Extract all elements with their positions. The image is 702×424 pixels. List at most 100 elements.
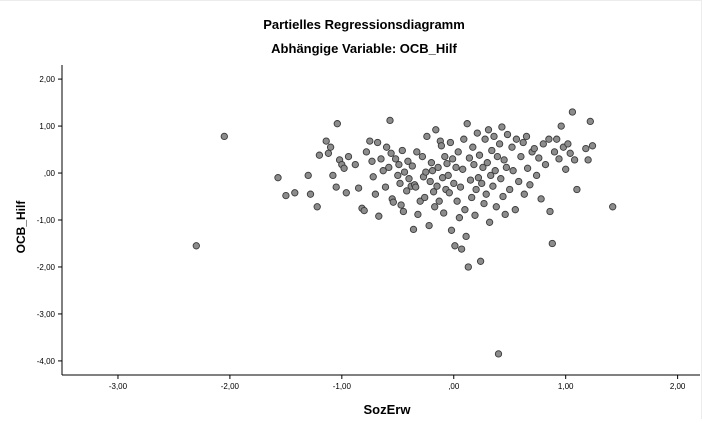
data-point xyxy=(550,148,559,156)
data-point xyxy=(511,206,519,214)
data-point xyxy=(324,149,333,157)
data-point xyxy=(362,148,371,156)
data-point xyxy=(422,168,430,176)
data-point xyxy=(455,214,464,222)
data-point xyxy=(462,232,470,241)
data-point xyxy=(332,183,340,191)
data-point xyxy=(545,135,553,143)
data-point xyxy=(491,167,499,175)
data-point xyxy=(379,167,387,175)
data-point xyxy=(566,149,574,157)
data-point xyxy=(464,263,472,271)
data-point xyxy=(490,132,498,141)
data-point xyxy=(412,183,420,191)
data-point xyxy=(463,120,471,128)
data-point xyxy=(450,179,458,188)
data-point xyxy=(461,206,469,214)
data-point xyxy=(541,160,550,169)
data-point xyxy=(609,203,617,211)
data-point xyxy=(503,130,512,139)
data-point xyxy=(473,129,481,137)
data-point xyxy=(432,126,440,134)
y-tick-label: -4,00 xyxy=(37,357,56,366)
data-point xyxy=(435,197,443,205)
data-point xyxy=(447,226,456,234)
x-tick-label: ,00 xyxy=(448,382,460,391)
data-point xyxy=(344,152,353,161)
data-point xyxy=(395,160,403,169)
data-point xyxy=(539,140,547,148)
data-point xyxy=(400,168,409,176)
data-point xyxy=(501,210,509,219)
data-point xyxy=(396,179,404,188)
data-point xyxy=(340,164,348,172)
data-point xyxy=(584,156,592,164)
axes: 2,00 1,00 ,00 -1,00 -2,00 -3,00 -4,00 -3,00 -2,0… xyxy=(37,65,700,391)
data-point xyxy=(526,181,534,189)
data-point xyxy=(326,143,335,151)
y-tick-label: -1,00 xyxy=(37,216,56,225)
data-point xyxy=(434,163,442,172)
data-point xyxy=(389,198,397,206)
data-point xyxy=(373,138,382,147)
data-point xyxy=(306,190,315,198)
data-point xyxy=(274,174,282,182)
data-point xyxy=(448,155,457,163)
data-point xyxy=(291,189,299,197)
data-point xyxy=(333,120,341,128)
data-point xyxy=(523,164,532,172)
data-point xyxy=(520,190,528,198)
data-point xyxy=(354,184,363,192)
data-point xyxy=(342,189,350,197)
chart-subtitle: Abhängige Variable: OCB_Hilf xyxy=(271,41,457,56)
x-tick-label: -1,00 xyxy=(333,382,352,391)
data-point xyxy=(220,132,228,141)
data-point xyxy=(468,193,476,202)
data-point xyxy=(446,138,455,147)
data-point xyxy=(315,151,324,159)
data-point xyxy=(532,171,541,180)
data-point xyxy=(508,143,516,151)
data-point xyxy=(368,157,376,165)
data-point xyxy=(485,218,494,226)
data-point xyxy=(459,165,467,173)
data-point xyxy=(483,159,491,167)
data-point xyxy=(437,142,446,150)
data-point xyxy=(562,165,570,173)
data-point xyxy=(480,199,488,208)
data-point xyxy=(492,203,500,211)
data-point xyxy=(313,203,321,211)
data-point xyxy=(385,163,393,172)
data-point xyxy=(421,193,429,202)
data-point xyxy=(457,245,466,253)
data-point xyxy=(537,195,545,203)
data-point xyxy=(502,163,511,172)
data-point xyxy=(495,140,504,148)
data-point xyxy=(394,171,402,180)
data-point xyxy=(433,182,441,190)
data-point xyxy=(564,140,572,148)
data-point xyxy=(570,156,579,164)
data-point xyxy=(413,148,421,156)
data-point xyxy=(440,209,448,217)
data-point xyxy=(478,179,486,188)
chart-title: Partielles Regressionsdiagramm xyxy=(263,17,465,32)
data-point xyxy=(329,171,337,180)
data-point xyxy=(404,157,412,165)
data-point xyxy=(494,350,503,358)
data-point xyxy=(387,149,395,157)
data-point xyxy=(360,206,368,215)
data-point xyxy=(456,183,465,191)
data-point xyxy=(398,146,406,155)
data-point xyxy=(588,142,597,150)
y-tick-label: -2,00 xyxy=(37,263,56,272)
x-axis-label: SozErw xyxy=(364,402,412,417)
y-tick-label: -3,00 xyxy=(37,310,56,319)
y-tick-label: ,00 xyxy=(44,169,56,178)
y-tick-label: 1,00 xyxy=(39,122,55,131)
data-point xyxy=(493,152,502,161)
data-point xyxy=(470,160,478,169)
data-point xyxy=(573,185,581,194)
